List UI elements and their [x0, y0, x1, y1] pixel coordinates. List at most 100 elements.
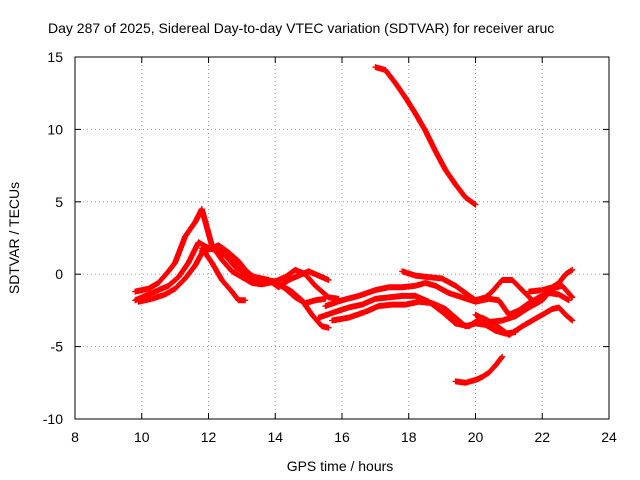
data-point-run	[162, 286, 178, 298]
series-track-8	[329, 298, 519, 337]
chart-title: Day 287 of 2025, Sidereal Day-to-day VTE…	[48, 20, 554, 36]
plot-frame	[74, 56, 610, 420]
data-point	[569, 266, 576, 273]
data-point-run	[355, 287, 378, 299]
data-point-run	[315, 272, 331, 283]
data-point-run	[485, 363, 498, 376]
data-point-run	[385, 293, 404, 301]
data-point-run	[148, 291, 167, 302]
data-point-run	[372, 294, 391, 302]
data-point-run	[315, 309, 338, 321]
data-point	[472, 201, 479, 208]
data-point-run	[559, 282, 575, 300]
data-point-run	[232, 264, 248, 276]
series-track-10	[472, 282, 576, 325]
data-point-run	[172, 276, 188, 292]
series-track-5	[198, 245, 249, 304]
data-point-run	[339, 293, 361, 304]
data-point-run	[402, 299, 421, 308]
data-point-run	[415, 298, 434, 306]
data-point-run	[322, 297, 344, 310]
data-point	[565, 297, 572, 304]
data-point-run	[499, 313, 518, 324]
data-point-run	[515, 300, 531, 314]
data-point-run	[175, 260, 191, 281]
data-point-run	[142, 289, 158, 299]
data-point-run	[235, 258, 248, 272]
x-tick-label: 14	[267, 429, 283, 445]
data-point-run	[222, 252, 238, 270]
data-point-run	[329, 314, 351, 324]
data-point-run	[472, 311, 491, 325]
data-point-run	[452, 181, 468, 200]
data-point-run	[489, 277, 505, 295]
data-point	[512, 329, 519, 336]
data-point-run	[482, 289, 495, 301]
data-point-run	[228, 268, 244, 280]
data-point-run	[309, 311, 325, 329]
data-point-run	[432, 148, 448, 172]
x-axis-label: GPS time / hours	[287, 458, 394, 474]
data-point-run	[285, 273, 301, 283]
data-point	[499, 353, 506, 360]
data-points	[132, 64, 576, 386]
data-point-run	[182, 263, 198, 282]
data-point-run	[429, 300, 448, 312]
y-tick-label: -5	[51, 339, 64, 355]
data-point-run	[422, 127, 438, 154]
data-point	[529, 297, 536, 304]
data-point-run	[208, 259, 225, 282]
data-point-run	[399, 282, 418, 291]
data-point-run	[198, 206, 215, 248]
data-point-run	[555, 304, 568, 317]
data-point-run	[492, 354, 505, 369]
data-point-run	[225, 249, 241, 264]
data-point-run	[402, 94, 418, 116]
data-point-run	[272, 274, 288, 285]
data-point-run	[375, 301, 394, 310]
y-tick-label: 10	[47, 121, 63, 137]
data-point-run	[275, 277, 291, 291]
data-point-run	[218, 256, 235, 274]
data-point-run	[562, 267, 575, 278]
x-tick-label: 16	[334, 429, 350, 445]
data-point-run	[529, 312, 545, 324]
data-point-run	[198, 245, 215, 265]
data-point	[325, 276, 332, 283]
data-point-run	[218, 277, 235, 294]
data-point-run	[509, 277, 525, 293]
series-track-12	[372, 64, 479, 208]
data-point-run	[442, 166, 458, 187]
y-tick-label: 15	[47, 49, 63, 65]
data-point-run	[412, 110, 428, 133]
x-tick-label: 8	[71, 429, 79, 445]
data-point-run	[182, 220, 198, 240]
data-point-run	[165, 260, 178, 275]
x-tick-label: 10	[134, 429, 150, 445]
x-tick-label: 20	[468, 429, 484, 445]
grid-lines	[75, 57, 609, 419]
data-point-run	[172, 234, 188, 266]
data-point-run	[495, 297, 512, 317]
data-point-run	[555, 272, 568, 286]
data-point-run	[282, 285, 298, 300]
y-tick-label: 0	[55, 266, 63, 282]
x-tick-label: 18	[401, 429, 417, 445]
data-point-run	[359, 296, 378, 308]
data-point-run	[362, 303, 381, 315]
x-tick-label: 22	[534, 429, 550, 445]
data-point-run	[432, 282, 451, 296]
data-point-run	[185, 240, 201, 266]
data-point-run	[555, 291, 571, 303]
data-point-run	[519, 318, 535, 330]
data-point-run	[212, 246, 228, 258]
data-point-run	[292, 266, 308, 277]
data-point-run	[165, 274, 181, 289]
y-tick-label: 5	[55, 194, 63, 210]
data-point	[325, 324, 332, 331]
data-point-run	[312, 282, 331, 300]
data-point-run	[439, 308, 458, 326]
data-point-run	[512, 305, 531, 320]
data-point-run	[345, 309, 368, 321]
data-point-run	[519, 287, 535, 303]
